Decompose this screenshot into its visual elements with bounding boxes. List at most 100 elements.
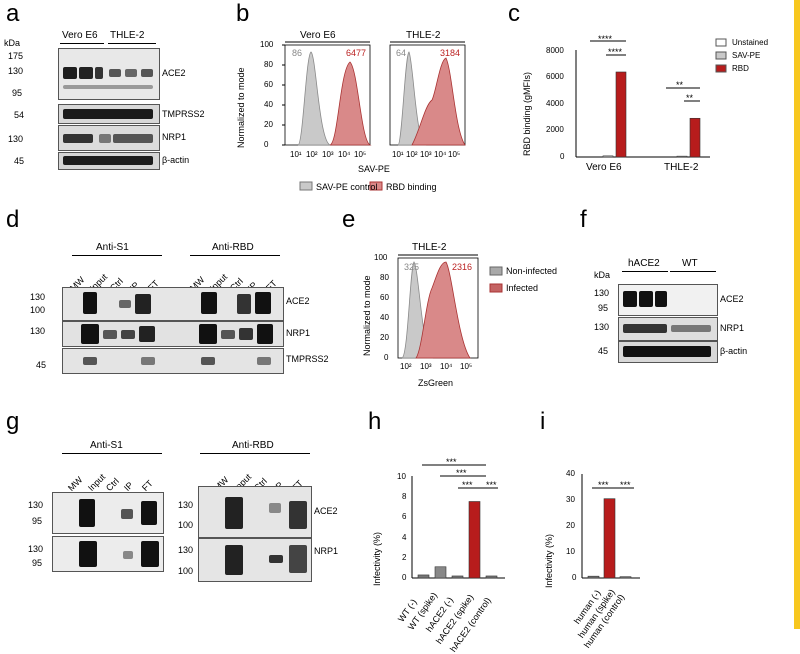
y-tick: 100: [374, 253, 388, 262]
panel-label-f: f: [580, 206, 587, 233]
bar: [619, 576, 632, 579]
bar: [451, 575, 464, 579]
blot-ace2-g-s1: [52, 492, 164, 534]
significance-mark: ***: [598, 480, 609, 490]
blot-ace2-f: [618, 284, 718, 316]
y-tick: 2000: [546, 125, 564, 134]
bar: [587, 575, 600, 579]
mfi-value: 3184: [440, 48, 461, 58]
histogram-title: THLE-2: [412, 242, 447, 253]
mfi-value: 6477: [346, 48, 367, 58]
x-tick: 10²: [400, 362, 412, 371]
y-tick: 4000: [546, 99, 564, 108]
mw-marker: 95: [32, 558, 43, 568]
mw-marker: 130: [30, 292, 46, 302]
x-tick: 10³: [420, 362, 432, 371]
bar-chart-h: [411, 464, 505, 579]
y-tick: 0: [560, 152, 565, 161]
y-tick: 6: [402, 512, 407, 521]
mw-marker: 95: [32, 516, 43, 526]
panel-label-i: i: [540, 408, 546, 435]
group-underline: [108, 43, 156, 44]
y-tick: 10: [566, 547, 575, 556]
panel-label-e: e: [342, 206, 356, 233]
x-tick: 10⁴: [434, 150, 447, 159]
y-tick: 100: [260, 40, 274, 49]
mfi-value: 64: [396, 48, 407, 58]
bar-chart-c: [575, 38, 727, 158]
significance-mark: ***: [462, 480, 473, 490]
blot-ace2-ip: [62, 287, 284, 321]
mw-marker: 130: [8, 66, 24, 76]
group-label: THLE-2: [110, 30, 145, 41]
bar-chart-i: [581, 474, 640, 579]
x-tick: THLE-2: [664, 162, 699, 173]
y-tick: 0: [384, 353, 389, 362]
group-underline: [62, 453, 162, 454]
histogram-title: THLE-2: [406, 30, 441, 41]
mw-marker: 130: [28, 544, 44, 554]
bar: [434, 566, 447, 579]
y-tick: 80: [380, 273, 389, 282]
blot-row-label: NRP1: [286, 328, 311, 338]
legend-label: Unstained: [732, 38, 769, 47]
y-tick: 0: [402, 573, 407, 582]
significance-mark: **: [676, 80, 684, 90]
antibody-title: Anti-RBD: [212, 242, 254, 253]
blot-ace2: [58, 48, 160, 100]
panel-label-g: g: [6, 408, 20, 435]
y-tick: 60: [380, 293, 389, 302]
mfi-value: 2316: [452, 262, 473, 272]
x-tick: 10⁵: [354, 150, 367, 159]
group-underline: [60, 43, 104, 44]
x-tick: 10²: [406, 150, 418, 159]
group-underline: [190, 255, 280, 256]
y-tick: 2: [402, 553, 407, 562]
x-tick: 10⁴: [338, 150, 351, 159]
group-label: hACE2: [628, 258, 660, 269]
blot-row-label: NRP1: [720, 323, 745, 333]
group-underline: [72, 255, 162, 256]
x-tick: 10²: [306, 150, 318, 159]
histogram-svg-b: [282, 41, 466, 191]
mw-marker: 95: [12, 88, 23, 98]
mw-marker: 130: [8, 134, 24, 144]
y-tick: 4: [402, 533, 407, 542]
mfi-value: 325: [404, 262, 420, 272]
blot-actin: [58, 152, 160, 170]
legend-label: RBD binding: [386, 182, 437, 192]
y-tick: 30: [566, 495, 575, 504]
x-tick: 10³: [322, 150, 334, 159]
mw-marker: 54: [14, 110, 25, 120]
mw-marker: 175: [8, 51, 24, 61]
mw-marker: 130: [178, 500, 194, 510]
antibody-title: Anti-RBD: [232, 440, 274, 451]
group-underline: [200, 453, 310, 454]
significance-mark: ***: [486, 480, 497, 490]
antibody-title: Anti-S1: [96, 242, 129, 253]
x-tick: 10⁴: [440, 362, 453, 371]
histogram-svg-e: [397, 254, 503, 359]
x-axis-label: ZsGreen: [418, 378, 454, 388]
bar: [602, 155, 614, 158]
mw-marker: 100: [178, 566, 194, 576]
blot-nrp1-f: [618, 317, 718, 341]
y-tick: 20: [264, 120, 273, 129]
blot-row-label: NRP1: [314, 546, 339, 556]
blot-nrp1-g-s1: [52, 536, 164, 572]
blot-row-label: TMPRSS2: [286, 354, 329, 364]
panel-label-c: c: [508, 0, 520, 27]
significance-mark: ***: [620, 480, 631, 490]
y-tick: 0: [264, 140, 269, 149]
bar: [676, 155, 688, 158]
bar: [468, 501, 481, 579]
mw-marker: 130: [594, 322, 610, 332]
x-axis-label: SAV-PE: [358, 164, 390, 174]
x-tick: 10⁵: [460, 362, 473, 371]
bar: [485, 575, 498, 579]
kda-label: kDa: [4, 38, 21, 48]
legend-label: Infected: [506, 283, 539, 293]
mfi-value: 86: [292, 48, 303, 58]
panel-label-d: d: [6, 206, 20, 233]
blot-nrp1-ip: [62, 321, 284, 347]
